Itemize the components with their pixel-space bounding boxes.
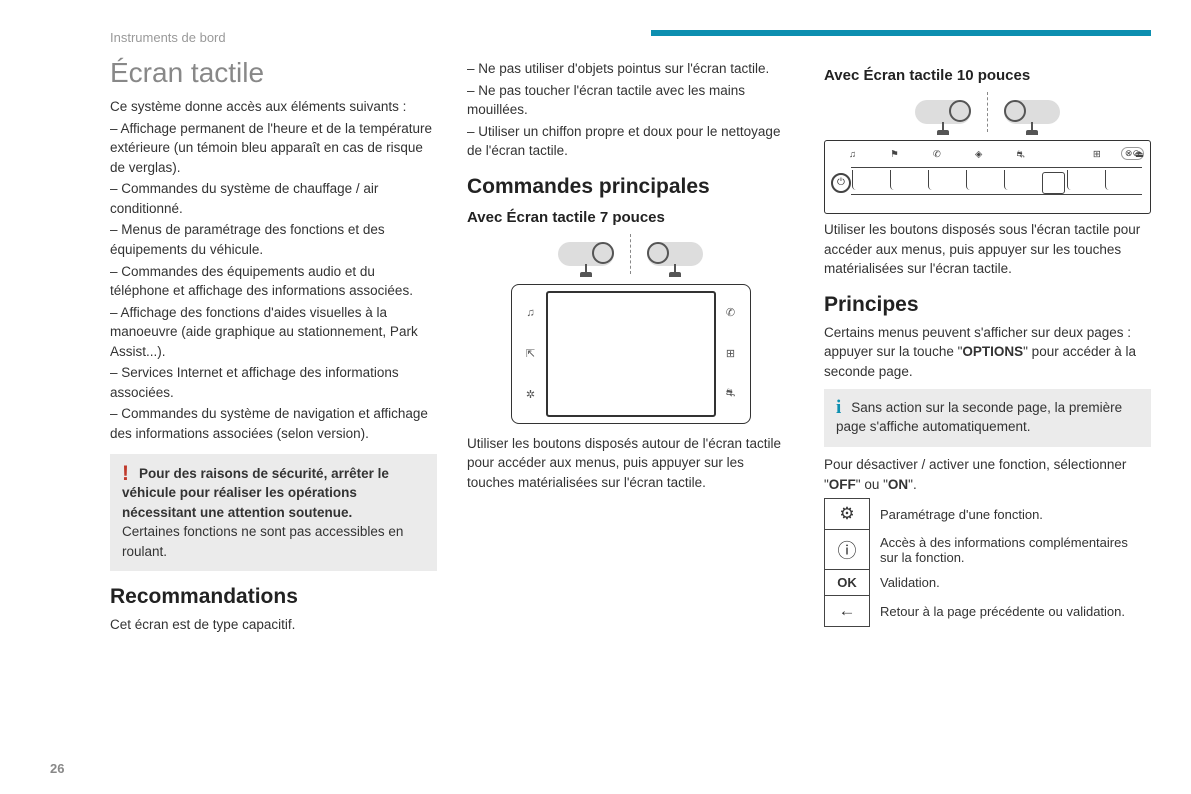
column-1: Écran tactile Ce système donne accès aux… bbox=[110, 57, 437, 637]
diagram-dashboard-10inch: ⊗⊘ ♫ ⚑ ✆ ◈ ⛐ ⊞ ⏏ ⏻ bbox=[824, 140, 1151, 214]
row2-text: Accès à des informations complémentaires… bbox=[870, 530, 1151, 570]
title-ecran-tactile: Écran tactile bbox=[110, 57, 437, 89]
left-icons: ♫ ⇱ ✲ bbox=[520, 293, 542, 415]
power-icon: ⏻ bbox=[831, 173, 851, 193]
item-1: – Affichage permanent de l'heure et de l… bbox=[110, 119, 437, 178]
diagram-steering-wheels-10 bbox=[824, 92, 1151, 132]
phone-icon: ✆ bbox=[726, 306, 735, 319]
diagram-screen-7inch: ♫ ⇱ ✲ ✆ ⊞ ⛐ bbox=[511, 284, 751, 424]
warning-bold-text: Pour des raisons de sécurité, arrêter le… bbox=[122, 466, 389, 520]
warning-box: ! Pour des raisons de sécurité, arrêter … bbox=[110, 454, 437, 572]
functions-table: ⚙ Paramétrage d'une fonction. ⓘ Accès à … bbox=[824, 498, 1151, 627]
heading-7pouces: Avec Écran tactile 7 pouces bbox=[467, 209, 794, 226]
info-icon: i bbox=[836, 399, 841, 416]
tip-1: – Ne pas utiliser d'objets pointus sur l… bbox=[467, 59, 794, 79]
phone-icon: ✆ bbox=[933, 149, 941, 161]
right-icons: ✆ ⊞ ⛐ bbox=[720, 293, 742, 415]
wheel-left-icon bbox=[558, 242, 614, 266]
nav-icon: ⇱ bbox=[526, 347, 535, 360]
apps-icon: ⊞ bbox=[726, 347, 735, 360]
heading-10pouces: Avec Écran tactile 10 pouces bbox=[824, 67, 1151, 84]
intro-text: Ce système donne accès aux éléments suiv… bbox=[110, 97, 437, 117]
page-number: 26 bbox=[50, 761, 64, 776]
wheel-right-icon bbox=[1004, 100, 1060, 124]
wheel-left-icon bbox=[915, 100, 971, 124]
car-icon: ⛐ bbox=[1016, 149, 1024, 161]
warning-icon: ! bbox=[122, 468, 129, 481]
info-text: Sans action sur la seconde page, la prem… bbox=[836, 400, 1122, 434]
eject-icon: ⏏ bbox=[1135, 149, 1144, 161]
divider-icon bbox=[987, 92, 988, 132]
screen-display bbox=[546, 291, 716, 417]
diagram-steering-wheels-7 bbox=[467, 234, 794, 274]
warning-rest-text: Certaines fonctions ne sont pas accessib… bbox=[122, 524, 403, 559]
music-icon: ♫ bbox=[526, 307, 534, 319]
principes-p1: Certains menus peuvent s'afficher sur de… bbox=[824, 323, 1151, 382]
car-icon: ⛐ bbox=[726, 387, 736, 401]
caption-7inch: Utiliser les boutons disposés autour de … bbox=[467, 434, 794, 493]
gear-icon: ⚙ bbox=[825, 499, 870, 530]
info-box: i Sans action sur la seconde page, la pr… bbox=[824, 389, 1151, 447]
row3-text: Validation. bbox=[870, 570, 1151, 596]
item-5: – Affichage des fonctions d'aides visuel… bbox=[110, 303, 437, 362]
heading-principes: Principes bbox=[824, 293, 1151, 317]
principes-p2: Pour désactiver / activer une fonction, … bbox=[824, 455, 1151, 494]
heading-recommandations: Recommandations bbox=[110, 585, 437, 609]
ok-icon: OK bbox=[825, 570, 870, 596]
flag-icon: ⚑ bbox=[890, 149, 899, 161]
item-6: – Services Internet et affichage des inf… bbox=[110, 363, 437, 402]
heading-commandes: Commandes principales bbox=[467, 175, 794, 199]
header-accent-bar bbox=[651, 30, 1151, 36]
tip-3: – Utiliser un chiffon propre et doux pou… bbox=[467, 122, 794, 161]
row4-text: Retour à la page précédente ou validatio… bbox=[870, 596, 1151, 627]
item-4: – Commandes des équipements audio et du … bbox=[110, 262, 437, 301]
info-circle-icon: ⓘ bbox=[825, 530, 870, 570]
tip-2: – Ne pas toucher l'écran tactile avec le… bbox=[467, 81, 794, 120]
item-2: – Commandes du système de chauffage / ai… bbox=[110, 179, 437, 218]
apps-icon: ⊞ bbox=[1093, 149, 1101, 161]
item-7: – Commandes du système de navigation et … bbox=[110, 404, 437, 443]
column-3: Avec Écran tactile 10 pouces ⊗⊘ ♫ ⚑ ✆ ◈ bbox=[824, 57, 1151, 637]
row1-text: Paramétrage d'une fonction. bbox=[870, 499, 1151, 530]
divider-icon bbox=[630, 234, 631, 274]
music-icon: ♫ bbox=[849, 149, 856, 161]
fan-icon: ✲ bbox=[526, 388, 535, 401]
column-2: – Ne pas utiliser d'objets pointus sur l… bbox=[467, 57, 794, 637]
back-arrow-icon: ← bbox=[825, 596, 870, 627]
radio-icon: ◈ bbox=[975, 149, 982, 161]
caption-10inch: Utiliser les boutons disposés sous l'écr… bbox=[824, 220, 1151, 279]
reco-text: Cet écran est de type capacitif. bbox=[110, 615, 437, 635]
wheel-right-icon bbox=[647, 242, 703, 266]
item-3: – Menus de paramétrage des fonctions et … bbox=[110, 220, 437, 259]
